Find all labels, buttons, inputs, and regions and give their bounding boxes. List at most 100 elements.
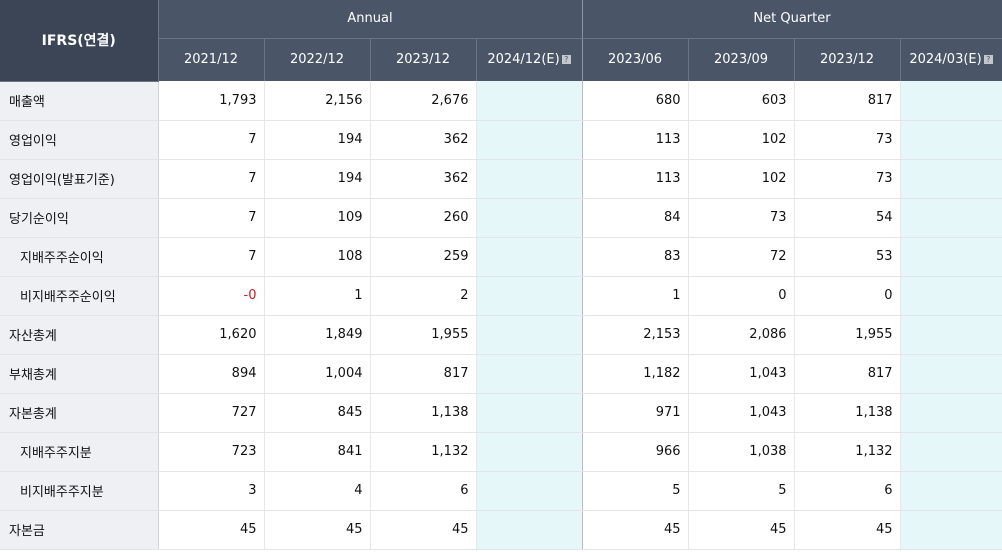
annual-group-header: Annual xyxy=(158,0,583,39)
estimate-cell xyxy=(900,237,1002,277)
estimate-cell xyxy=(900,354,1002,394)
value-cell: 1,043 xyxy=(688,393,795,433)
value-cell: 1,182 xyxy=(582,354,689,394)
value-cell: 113 xyxy=(582,120,689,160)
estimate-cell xyxy=(476,276,583,316)
value-cell: 0 xyxy=(688,276,795,316)
table-row: 당기순이익 7 109 260 84 73 54 xyxy=(0,198,1002,238)
value-cell: 45 xyxy=(264,510,371,550)
value-cell: 73 xyxy=(794,159,901,199)
estimate-cell xyxy=(476,237,583,277)
value-cell: 2,156 xyxy=(264,81,371,121)
value-cell: 109 xyxy=(264,198,371,238)
value-cell: 102 xyxy=(688,159,795,199)
table-row: 자본총계 727 845 1,138 971 1,043 1,138 xyxy=(0,393,1002,433)
row-label: 영업이익(발표기준) xyxy=(0,159,159,199)
value-cell: 723 xyxy=(158,432,265,472)
row-label: 부채총계 xyxy=(0,354,159,394)
column-header: 2021/12 xyxy=(158,38,265,81)
value-cell: 1,132 xyxy=(794,432,901,472)
row-label: 비지배주주순이익 xyxy=(0,276,159,316)
value-cell: 1 xyxy=(264,276,371,316)
value-cell: 5 xyxy=(582,471,689,511)
table-row: 지배주주지분 723 841 1,132 966 1,038 1,132 xyxy=(0,432,1002,472)
ifrs-corner-header: IFRS(연결) xyxy=(0,0,159,82)
value-cell: 1,132 xyxy=(370,432,477,472)
row-label: 자본금 xyxy=(0,510,159,550)
row-label: 비지배주주지분 xyxy=(0,471,159,511)
value-cell: 113 xyxy=(582,159,689,199)
value-cell: 0 xyxy=(794,276,901,316)
row-label: 당기순이익 xyxy=(0,198,159,238)
value-cell: 845 xyxy=(264,393,371,433)
value-cell: 1,004 xyxy=(264,354,371,394)
table-row: 영업이익 7 194 362 113 102 73 xyxy=(0,120,1002,160)
value-cell: 1,620 xyxy=(158,315,265,355)
value-cell: 2,153 xyxy=(582,315,689,355)
value-cell: 894 xyxy=(158,354,265,394)
value-cell: 971 xyxy=(582,393,689,433)
estimate-cell xyxy=(900,471,1002,511)
value-cell: 817 xyxy=(370,354,477,394)
value-cell: 841 xyxy=(264,432,371,472)
table-row: 자산총계 1,620 1,849 1,955 2,153 2,086 1,955 xyxy=(0,315,1002,355)
value-cell: 45 xyxy=(582,510,689,550)
value-cell: 362 xyxy=(370,159,477,199)
table-row: 비지배주주지분 3 4 6 5 5 6 xyxy=(0,471,1002,511)
value-cell: 45 xyxy=(370,510,477,550)
row-label: 지배주주지분 xyxy=(0,432,159,472)
estimate-cell xyxy=(476,471,583,511)
column-header: 2023/06 xyxy=(582,38,689,81)
value-cell: 817 xyxy=(794,81,901,121)
value-cell: 45 xyxy=(688,510,795,550)
estimate-cell xyxy=(476,354,583,394)
column-header: 2022/12 xyxy=(264,38,371,81)
estimate-cell xyxy=(476,81,583,121)
value-cell: 362 xyxy=(370,120,477,160)
value-cell: 259 xyxy=(370,237,477,277)
value-cell: 1,138 xyxy=(370,393,477,433)
value-cell: 54 xyxy=(794,198,901,238)
value-cell: 2,086 xyxy=(688,315,795,355)
value-cell: 194 xyxy=(264,159,371,199)
value-cell: 1,849 xyxy=(264,315,371,355)
value-cell: 1 xyxy=(582,276,689,316)
estimate-cell xyxy=(476,432,583,472)
estimate-cell xyxy=(900,120,1002,160)
value-cell: 7 xyxy=(158,120,265,160)
table-row: 부채총계 894 1,004 817 1,182 1,043 817 xyxy=(0,354,1002,394)
info-icon[interactable]: ? xyxy=(561,55,571,65)
value-cell: 7 xyxy=(158,198,265,238)
column-header: 2023/12 xyxy=(794,38,901,81)
estimate-cell xyxy=(900,159,1002,199)
value-cell: 966 xyxy=(582,432,689,472)
quarter-group-header: Net Quarter xyxy=(582,0,1002,39)
table-row: 자본금 45 45 45 45 45 45 xyxy=(0,510,1002,550)
estimate-cell xyxy=(476,159,583,199)
estimate-cell xyxy=(476,120,583,160)
column-header-estimate: 2024/12(E)? xyxy=(476,38,583,81)
column-header: 2023/09 xyxy=(688,38,795,81)
info-icon[interactable]: ? xyxy=(983,55,993,65)
table-body: 매출액 1,793 2,156 2,676 680 603 817 영업이익 7 194 362 11… xyxy=(0,81,1002,550)
value-cell: 83 xyxy=(582,237,689,277)
row-label: 자본총계 xyxy=(0,393,159,433)
value-cell: 102 xyxy=(688,120,795,160)
value-cell: 4 xyxy=(264,471,371,511)
value-cell: 45 xyxy=(794,510,901,550)
row-label: 지배주주순이익 xyxy=(0,237,159,277)
estimate-cell xyxy=(900,81,1002,121)
value-cell: 1,038 xyxy=(688,432,795,472)
value-cell: 1,138 xyxy=(794,393,901,433)
table-row: 지배주주순이익 7 108 259 83 72 53 xyxy=(0,237,1002,277)
estimate-cell xyxy=(900,315,1002,355)
value-cell: 603 xyxy=(688,81,795,121)
row-label: 매출액 xyxy=(0,81,159,121)
value-cell: 53 xyxy=(794,237,901,277)
value-cell: 680 xyxy=(582,81,689,121)
table-row: 비지배주주순이익 -0 1 2 1 0 0 xyxy=(0,276,1002,316)
value-cell: 1,955 xyxy=(370,315,477,355)
value-cell: 6 xyxy=(370,471,477,511)
row-label: 영업이익 xyxy=(0,120,159,160)
